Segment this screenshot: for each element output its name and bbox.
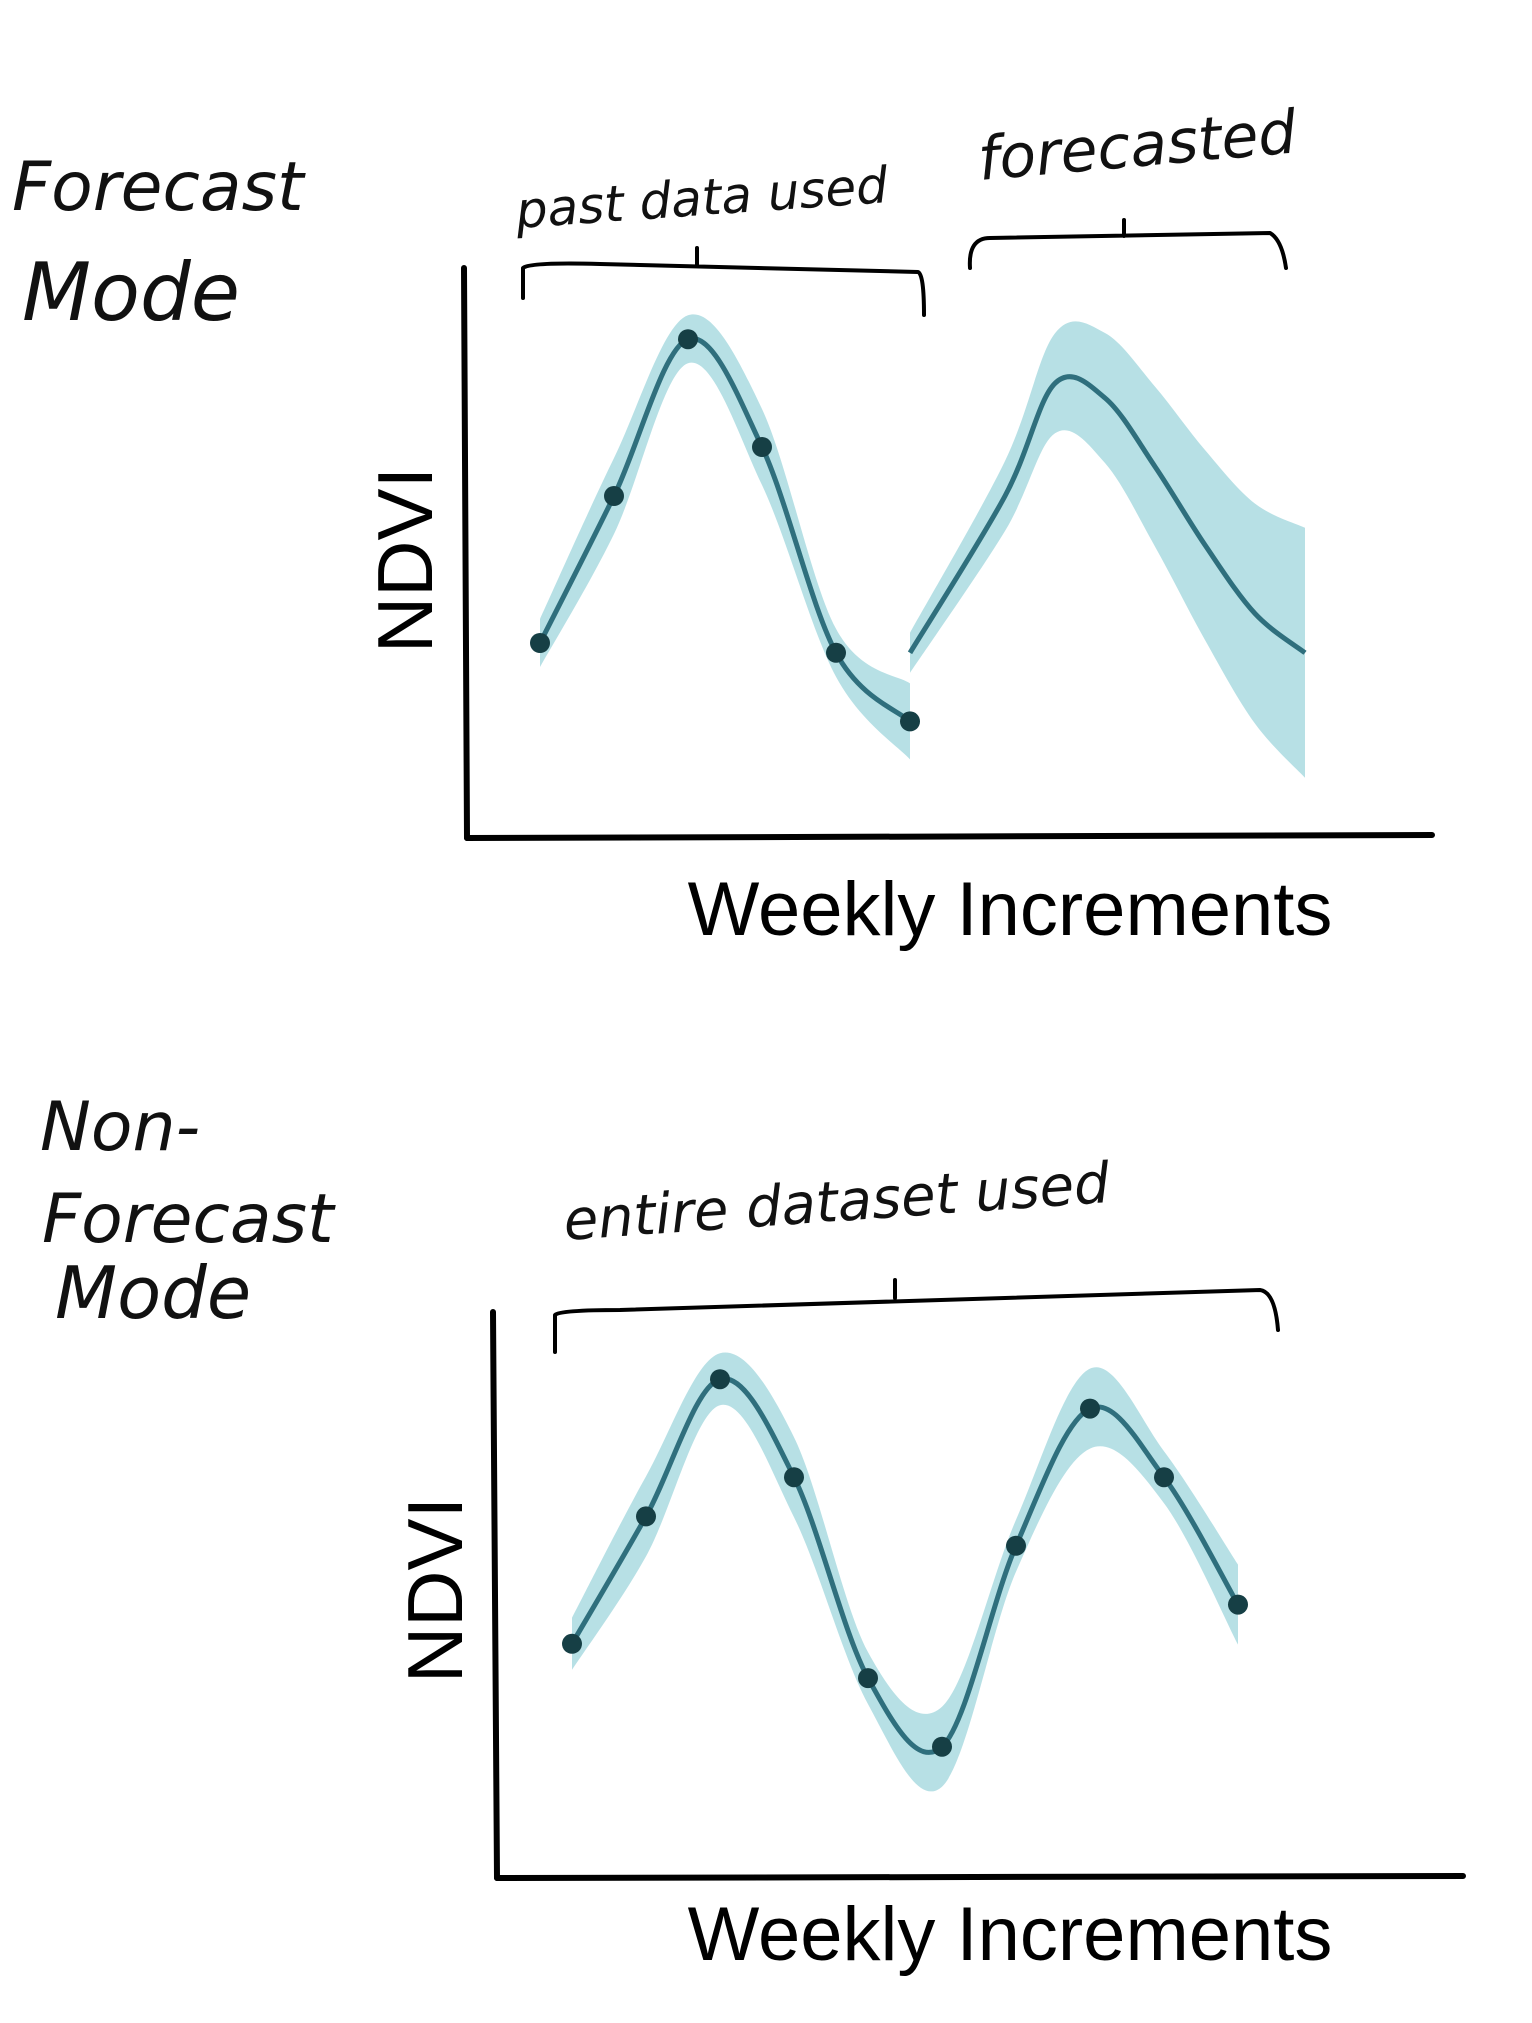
data-point [1154, 1467, 1174, 1488]
x-axis-2 [494, 1873, 1466, 1881]
y-axis [461, 265, 470, 841]
non-forecast-mode-label-line-2: Forecast [42, 1180, 336, 1259]
data-point [636, 1506, 656, 1527]
data-point [530, 633, 550, 653]
forecast-mean-line [907, 374, 1307, 655]
data-point [710, 1369, 730, 1390]
y-axis-label-2: NDVI [391, 1497, 479, 1683]
forecasted-bracket [967, 218, 1288, 270]
x-axis-label: Weekly Increments [688, 867, 1333, 952]
entire-dataset-bracket [553, 1278, 1280, 1354]
forecasted-bracket-label: forecasted [975, 97, 1300, 195]
data-point [1080, 1398, 1100, 1419]
mean-line [569, 1376, 1241, 1755]
data-point [1228, 1594, 1248, 1615]
forecast-mode-label-line-2: Mode [22, 246, 240, 339]
y-axis-label: NDVI [361, 467, 449, 653]
forecast-chart-marks [530, 314, 1307, 778]
forecast-mode-panel: Forecast Mode past data used forecasted … [12, 97, 1435, 952]
non-forecast-mode-panel: Non- Forecast Mode entire dataset used N… [40, 1088, 1466, 1977]
data-point [604, 486, 624, 506]
entire-dataset-bracket-label: entire dataset used [561, 1151, 1112, 1254]
data-point [678, 329, 698, 350]
x-axis-label-2: Weekly Increments [688, 1892, 1333, 1977]
data-point [562, 1633, 582, 1654]
past-data-bracket [521, 246, 926, 317]
observed-uncertainty-band [540, 314, 910, 760]
data-point [900, 711, 920, 732]
past-data-bracket-label: past data used [513, 156, 890, 240]
forecast-uncertainty-band [910, 321, 1305, 778]
y-axis-2 [490, 1309, 500, 1881]
data-point [858, 1668, 878, 1689]
non-forecast-chart-marks [562, 1352, 1248, 1792]
data-point [784, 1467, 804, 1488]
non-forecast-mode-label-line-3: Mode [55, 1251, 251, 1335]
x-axis [464, 832, 1435, 841]
data-point [932, 1736, 952, 1757]
data-point [826, 642, 846, 663]
non-forecast-mode-label-line-1: Non- [40, 1088, 200, 1167]
data-point [752, 437, 772, 457]
uncertainty-band [572, 1352, 1238, 1792]
data-point [1006, 1535, 1026, 1556]
forecast-mode-label-line-1: Forecast [12, 148, 306, 227]
